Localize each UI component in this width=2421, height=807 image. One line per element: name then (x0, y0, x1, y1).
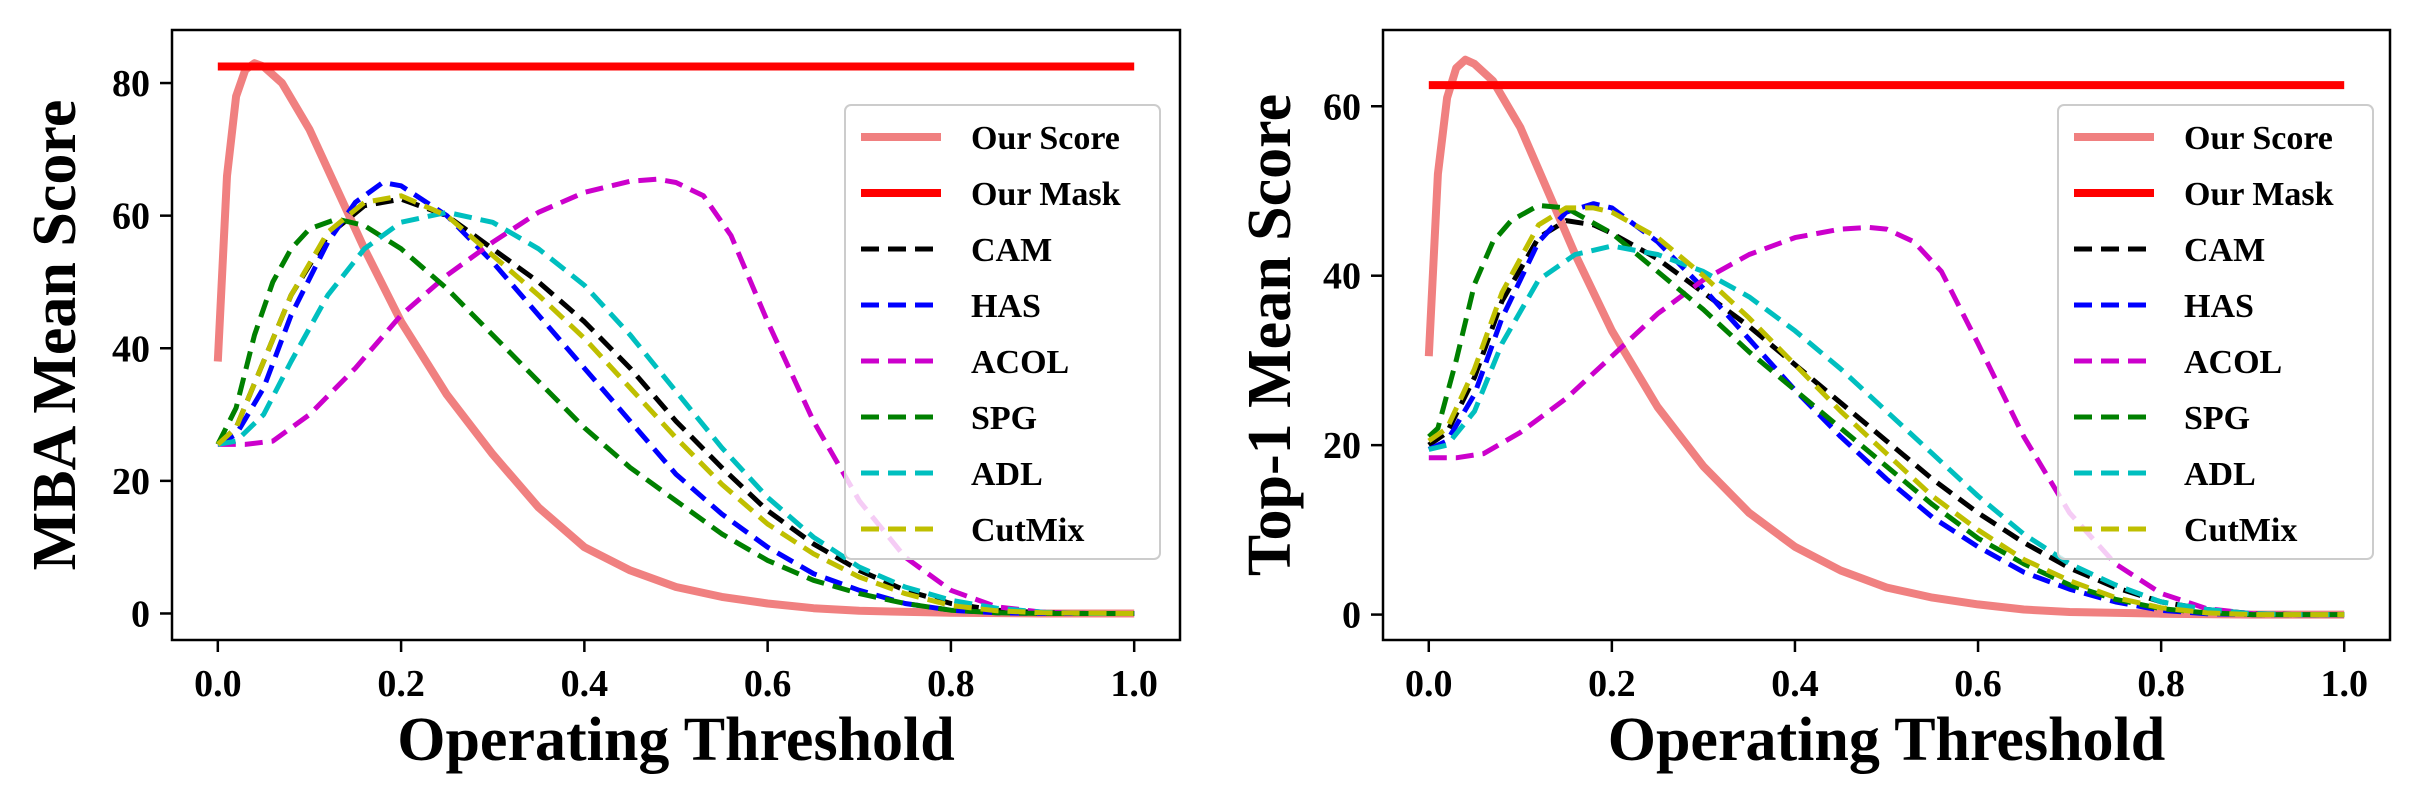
legend-box (2057, 104, 2374, 560)
series-line-cam (1427, 218, 2345, 618)
chart-panel-1: 0.0 0.2 0.4 0.6 0.8 1.0 0 20 40 60 80 Operating Thr… (21, 28, 1182, 774)
x-tick-label: 1.0 (1110, 663, 1158, 705)
x-tick-label: 0.8 (2137, 663, 2185, 705)
series-line-our-score (1424, 55, 2345, 619)
legend-label: ACOL (971, 344, 1069, 381)
x-tick-label: 0.6 (744, 663, 792, 705)
y-tick-label: 0 (131, 593, 150, 635)
legend-label: SPG (971, 400, 1037, 437)
x-axis-title: Operating Threshold (397, 706, 955, 774)
series-line-acol (1428, 224, 2345, 618)
y-axis-title: MBA Mean Score (21, 100, 89, 571)
legend-box (844, 104, 1161, 560)
legend-label: ADL (971, 456, 1043, 493)
plot-frame (1381, 28, 2392, 642)
plot-frame (170, 28, 1182, 642)
x-axis: 0.0 0.2 0.4 0.6 0.8 1.0 (1405, 640, 2368, 705)
series-line-acol (217, 176, 1135, 616)
legend-label: CutMix (2184, 512, 2297, 549)
x-tick-label: 0.2 (377, 663, 425, 705)
x-tick-label: 0.0 (194, 663, 242, 705)
x-tick-label: 0.4 (561, 663, 609, 705)
y-tick-label: 60 (1323, 86, 1361, 128)
legend-label: Our Score (971, 120, 1120, 157)
legend-label: CAM (971, 232, 1052, 269)
x-tick-label: 0.6 (1954, 663, 2002, 705)
y-tick-label: 20 (1323, 425, 1361, 467)
x-tick-label: 0.4 (1771, 663, 1819, 705)
legend-label: Our Mask (2184, 176, 2334, 213)
legend-label: CutMix (971, 512, 1084, 549)
legend-label: SPG (2184, 400, 2250, 437)
x-tick-label: 1.0 (2320, 663, 2368, 705)
series-line-cutmix (1427, 205, 2345, 618)
legend-label: Our Mask (971, 176, 1121, 213)
y-tick-label: 60 (112, 196, 150, 238)
y-tick-label: 0 (1342, 595, 1361, 637)
series-line-cutmix (216, 193, 1135, 616)
y-tick-label: 80 (112, 63, 150, 105)
x-tick-label: 0.8 (927, 663, 975, 705)
y-axis: 0 20 40 60 80 (112, 63, 172, 635)
chart-panel-2: 0.0 0.2 0.4 0.6 0.8 1.0 0 20 40 60 Operating Thres… (1236, 28, 2392, 774)
x-axis: 0.0 0.2 0.4 0.6 0.8 1.0 (194, 640, 1158, 705)
x-tick-label: 0.2 (1588, 663, 1636, 705)
series-line-has (216, 180, 1135, 616)
series-line-spg (215, 216, 1135, 616)
legend-label: HAS (971, 288, 1041, 325)
legend-label: Our Score (2184, 120, 2333, 157)
legend-label: ADL (2184, 456, 2256, 493)
series-line-adl (217, 209, 1135, 616)
y-tick-label: 40 (1323, 256, 1361, 298)
legend: Our Score Our Mask CAM HAS ACOL SPG ADL CutMix (2057, 104, 2374, 560)
x-tick-label: 0.0 (1405, 663, 1453, 705)
y-axis: 0 20 40 60 (1323, 86, 1383, 637)
legend-label: ACOL (2184, 344, 2282, 381)
series-group (213, 59, 1135, 618)
x-axis-title: Operating Threshold (1608, 706, 2166, 774)
y-tick-label: 20 (112, 461, 150, 503)
series-group (1424, 55, 2345, 619)
y-axis-title: Top-1 Mean Score (1236, 94, 1304, 576)
legend-label: CAM (2184, 232, 2265, 269)
legend: Our Score Our Mask CAM HAS ACOL SPG ADL CutMix (844, 104, 1161, 560)
legend-label: HAS (2184, 288, 2254, 325)
y-tick-label: 40 (112, 328, 150, 370)
series-line-adl (1428, 243, 2345, 618)
